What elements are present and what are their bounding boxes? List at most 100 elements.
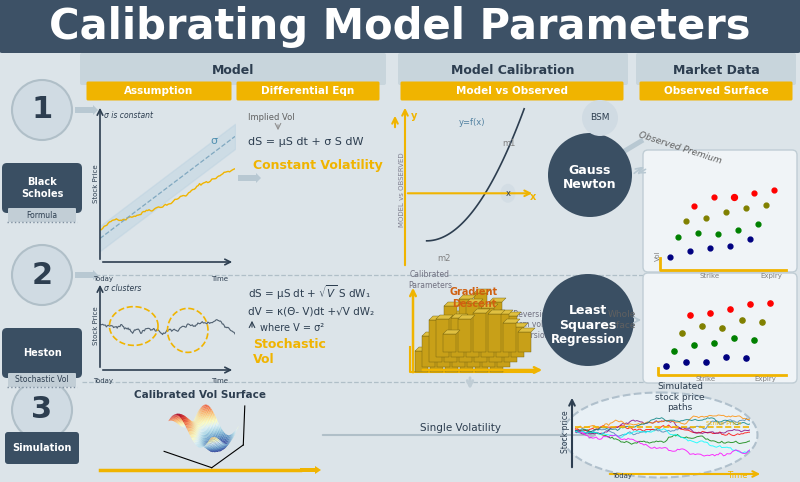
Point bbox=[704, 244, 717, 252]
Text: Expiry: Expiry bbox=[754, 376, 776, 382]
Polygon shape bbox=[443, 330, 460, 334]
Point bbox=[723, 305, 736, 313]
Polygon shape bbox=[473, 309, 490, 313]
Text: Time: Time bbox=[211, 378, 228, 384]
Polygon shape bbox=[466, 299, 483, 303]
Text: Model: Model bbox=[212, 64, 254, 77]
Polygon shape bbox=[445, 326, 462, 330]
Point bbox=[667, 347, 680, 355]
Text: Model Calibration: Model Calibration bbox=[451, 64, 574, 77]
Text: m2: m2 bbox=[438, 254, 451, 263]
Point bbox=[744, 235, 757, 243]
Text: Formula: Formula bbox=[26, 211, 58, 219]
Polygon shape bbox=[503, 323, 516, 352]
Text: σ is constant: σ is constant bbox=[104, 110, 153, 120]
Polygon shape bbox=[481, 304, 498, 308]
Text: Constant Volatility: Constant Volatility bbox=[253, 159, 382, 172]
Point bbox=[699, 214, 713, 222]
Polygon shape bbox=[490, 348, 507, 352]
Polygon shape bbox=[415, 351, 428, 372]
Text: Today: Today bbox=[94, 378, 114, 384]
Text: Observed Surface: Observed Surface bbox=[664, 86, 768, 96]
Text: Calibrated
Parameters: Calibrated Parameters bbox=[408, 270, 452, 290]
Polygon shape bbox=[436, 319, 449, 357]
FancyBboxPatch shape bbox=[639, 81, 793, 101]
FancyArrow shape bbox=[75, 270, 98, 280]
FancyBboxPatch shape bbox=[8, 373, 76, 387]
Text: Assumption: Assumption bbox=[124, 86, 194, 96]
Point bbox=[683, 311, 696, 319]
Polygon shape bbox=[475, 341, 488, 372]
Polygon shape bbox=[473, 313, 486, 352]
Point bbox=[715, 324, 728, 332]
Polygon shape bbox=[415, 347, 432, 351]
Point bbox=[659, 362, 672, 370]
Text: dV = κ(Θ- V)dt +√V dW₂: dV = κ(Θ- V)dt +√V dW₂ bbox=[248, 306, 374, 316]
Text: Implied Vol: Implied Vol bbox=[248, 113, 294, 122]
Text: Vol: Vol bbox=[655, 251, 661, 261]
Point bbox=[720, 208, 733, 216]
Text: Stochastic Vol: Stochastic Vol bbox=[15, 375, 69, 385]
Polygon shape bbox=[511, 323, 528, 327]
Polygon shape bbox=[488, 310, 505, 314]
FancyArrow shape bbox=[75, 105, 98, 115]
Text: Differential Eqn: Differential Eqn bbox=[262, 86, 354, 96]
Text: Calibrating Model Parameters: Calibrating Model Parameters bbox=[50, 6, 750, 48]
Polygon shape bbox=[504, 312, 521, 316]
Polygon shape bbox=[504, 316, 517, 362]
Polygon shape bbox=[452, 315, 465, 367]
Point bbox=[720, 353, 733, 361]
Polygon shape bbox=[475, 337, 492, 341]
Polygon shape bbox=[451, 318, 464, 357]
Point bbox=[708, 339, 721, 347]
FancyArrow shape bbox=[238, 173, 261, 183]
Text: Market Data: Market Data bbox=[673, 64, 759, 77]
Point bbox=[739, 204, 752, 212]
Polygon shape bbox=[445, 330, 458, 372]
Polygon shape bbox=[467, 312, 484, 316]
Circle shape bbox=[12, 245, 72, 305]
Text: 3: 3 bbox=[31, 396, 53, 425]
Text: Whole
surface: Whole surface bbox=[602, 310, 636, 330]
Text: Time: Time bbox=[211, 276, 228, 282]
Text: Strike: Strike bbox=[700, 273, 720, 279]
Polygon shape bbox=[474, 289, 491, 293]
Polygon shape bbox=[458, 315, 475, 319]
Point bbox=[763, 299, 776, 307]
Point bbox=[680, 358, 693, 366]
Text: BSM: BSM bbox=[590, 113, 610, 122]
Text: Today: Today bbox=[94, 276, 114, 282]
Text: MODEL vs OBSERVED: MODEL vs OBSERVED bbox=[399, 153, 405, 228]
FancyBboxPatch shape bbox=[0, 50, 800, 482]
Polygon shape bbox=[460, 327, 477, 331]
Text: Simulated
stock price
paths: Simulated stock price paths bbox=[655, 382, 705, 412]
Polygon shape bbox=[466, 303, 479, 357]
Text: Model vs Observed: Model vs Observed bbox=[456, 86, 568, 96]
Polygon shape bbox=[422, 336, 435, 367]
FancyBboxPatch shape bbox=[2, 163, 82, 213]
FancyBboxPatch shape bbox=[643, 273, 797, 383]
Point bbox=[683, 247, 696, 255]
Polygon shape bbox=[460, 331, 473, 372]
Text: Observed Premium: Observed Premium bbox=[638, 130, 722, 166]
Polygon shape bbox=[490, 352, 503, 372]
Text: Black
Scholes: Black Scholes bbox=[21, 177, 63, 199]
Point bbox=[739, 354, 752, 362]
Text: Heston: Heston bbox=[22, 348, 62, 358]
Circle shape bbox=[12, 80, 72, 140]
Point bbox=[704, 309, 717, 317]
FancyBboxPatch shape bbox=[86, 81, 231, 101]
Polygon shape bbox=[482, 318, 499, 322]
Circle shape bbox=[542, 274, 634, 366]
Text: dS = μS dt + $\sqrt{V}$ S dW₁: dS = μS dt + $\sqrt{V}$ S dW₁ bbox=[248, 284, 370, 302]
Polygon shape bbox=[444, 306, 457, 362]
Point bbox=[747, 189, 760, 197]
Polygon shape bbox=[451, 314, 468, 318]
Point bbox=[680, 217, 693, 225]
Text: Regression: Regression bbox=[551, 334, 625, 347]
Text: 1: 1 bbox=[31, 95, 53, 124]
Text: y=f(x): y=f(x) bbox=[459, 119, 486, 127]
Text: Simulation: Simulation bbox=[12, 443, 72, 453]
Point bbox=[752, 220, 765, 228]
Text: Gauss: Gauss bbox=[569, 163, 611, 176]
